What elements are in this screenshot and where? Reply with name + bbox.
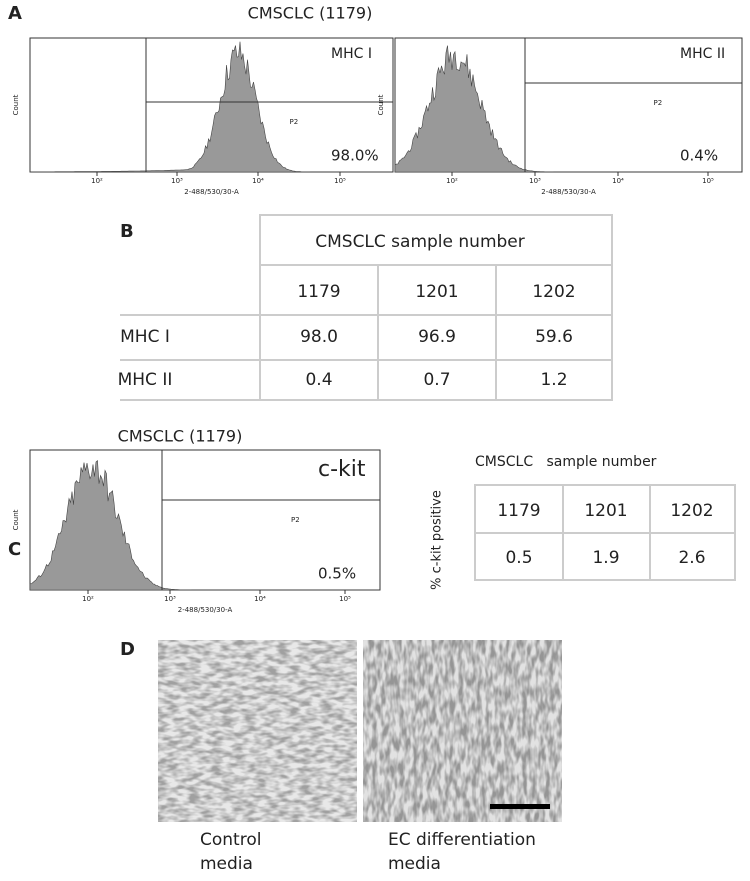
micrograph-texture bbox=[158, 640, 357, 822]
gate-label: P2 bbox=[290, 118, 299, 126]
percent-label: 98.0% bbox=[331, 147, 379, 165]
axis-label: % c-kit positive bbox=[430, 490, 445, 590]
table-cell: 59.6 bbox=[535, 327, 573, 347]
table-grid bbox=[120, 214, 613, 401]
column-header: 1202 bbox=[670, 501, 713, 521]
x-axis-label: 2-488/530/30-A bbox=[184, 188, 239, 196]
column-header: 1202 bbox=[532, 282, 575, 302]
marker-label: c-kit bbox=[318, 457, 366, 482]
x-tick-label: 10³ bbox=[529, 177, 541, 185]
histogram-area bbox=[394, 45, 742, 173]
histogram: MHC I P2 98.0% 10² 10³ 10⁴ 10⁵ 2-488/530/30-A Co… bbox=[12, 37, 394, 196]
y-axis-label: Count bbox=[377, 94, 385, 115]
x-tick-label: 10² bbox=[91, 177, 103, 185]
table-cell: 1.9 bbox=[592, 548, 619, 568]
histogram: MHC II P2 0.4% 10² 10³ 10⁴ 10⁵ 2-488/530/30-A Co… bbox=[377, 37, 743, 196]
marker-label: MHC I bbox=[331, 46, 372, 62]
column-header: 1201 bbox=[415, 282, 458, 302]
captions: Control media EC differentiation media bbox=[200, 830, 536, 874]
table-cell: 0.4 bbox=[305, 370, 332, 390]
x-axis-label: 2-488/530/30-A bbox=[541, 188, 596, 196]
table-grid bbox=[474, 484, 736, 581]
caption: media bbox=[388, 854, 441, 874]
table-header: CMSCLC sample number bbox=[315, 232, 525, 252]
table: 1179 1201 1202 MHC I 98.0 96.9 59.6 MHC II 0.4 0.… bbox=[118, 282, 576, 390]
panel-label: A bbox=[8, 3, 22, 24]
table-header: CMSCLC sample number bbox=[475, 454, 657, 470]
x-axis-label: 2-488/530/30-A bbox=[178, 606, 233, 614]
histogram-area bbox=[29, 459, 380, 591]
x-tick-label: 10² bbox=[82, 595, 94, 603]
table-cell: 0.5 bbox=[505, 548, 532, 568]
x-tick-label: 10⁴ bbox=[254, 595, 266, 603]
x-tick-label: 10⁵ bbox=[702, 177, 714, 185]
gate-label: P2 bbox=[654, 99, 663, 107]
gate-label: P2 bbox=[291, 516, 300, 524]
x-tick-label: 10³ bbox=[171, 177, 183, 185]
table: 1179 1201 1202 0.5 1.9 2.6 bbox=[497, 501, 713, 568]
panel-label: D bbox=[120, 639, 135, 660]
row-header: MHC II bbox=[118, 370, 173, 390]
x-tick-label: 10⁵ bbox=[339, 595, 351, 603]
panel-title: CMSCLC (1179) bbox=[248, 4, 373, 23]
percent-label: 0.4% bbox=[680, 147, 718, 165]
marker-label: MHC II bbox=[680, 46, 725, 62]
histogram: c-kit P2 0.5% 10² 10³ 10⁴ 10⁵ 2-488/530/30-A Cou… bbox=[12, 449, 381, 614]
panel-label: C bbox=[8, 539, 21, 560]
table-cell: 2.6 bbox=[678, 548, 705, 568]
table-cell: 98.0 bbox=[300, 327, 338, 347]
row-header: MHC I bbox=[120, 327, 170, 347]
column-header: 1179 bbox=[497, 501, 540, 521]
table-cell: 1.2 bbox=[540, 370, 567, 390]
caption: media bbox=[200, 854, 253, 874]
percent-label: 0.5% bbox=[318, 565, 356, 583]
table-cell: 96.9 bbox=[418, 327, 456, 347]
panel-label: B bbox=[120, 221, 134, 242]
micrograph-texture bbox=[363, 640, 562, 822]
x-tick-label: 10⁵ bbox=[334, 177, 346, 185]
histogram-area bbox=[29, 41, 393, 173]
x-tick-label: 10² bbox=[446, 177, 458, 185]
caption: Control bbox=[200, 830, 261, 850]
scale-bar bbox=[490, 804, 550, 809]
column-header: 1179 bbox=[297, 282, 340, 302]
caption: EC differentiation bbox=[388, 830, 536, 850]
table-cell: 0.7 bbox=[423, 370, 450, 390]
y-axis-label: Count bbox=[12, 94, 20, 115]
x-tick-label: 10⁴ bbox=[612, 177, 624, 185]
x-tick-label: 10³ bbox=[164, 595, 176, 603]
x-tick-label: 10⁴ bbox=[252, 177, 264, 185]
panel-title: CMSCLC (1179) bbox=[118, 427, 243, 446]
y-axis-label: Count bbox=[12, 509, 20, 530]
column-header: 1201 bbox=[584, 501, 627, 521]
